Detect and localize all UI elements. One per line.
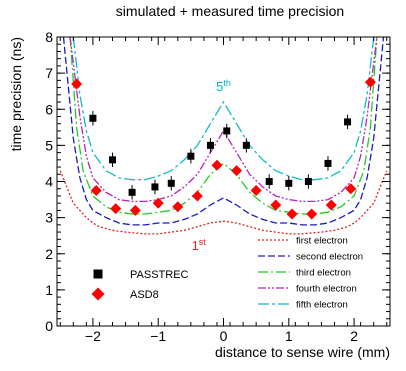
data-point-asd8 [172, 201, 184, 213]
data-point-passtrec [285, 179, 293, 187]
data-point-asd8 [110, 203, 122, 215]
legend-marker [93, 269, 103, 279]
y-tick-label: 3 [45, 210, 53, 226]
y-tick-label: 8 [45, 29, 53, 45]
x-tick-label: −1 [150, 328, 166, 344]
x-axis-label: distance to sense wire (mm) [215, 344, 390, 360]
data-point-passtrec [265, 178, 273, 185]
x-tick-label: 1 [285, 328, 293, 344]
x-tick-label: 0 [220, 328, 228, 344]
data-point-asd8 [211, 159, 223, 171]
data-point-asd8 [325, 199, 337, 211]
y-tick-label: 1 [45, 282, 53, 298]
data-point-asd8 [90, 185, 102, 197]
data-point-asd8 [129, 204, 141, 216]
legend-label: first electron [296, 236, 348, 247]
y-tick-label: 5 [45, 137, 53, 153]
data-point-asd8 [71, 78, 83, 90]
data-point-passtrec [167, 179, 175, 187]
data-point-passtrec [109, 156, 116, 164]
data-point-asd8 [270, 199, 282, 211]
data-point-asd8 [191, 190, 203, 202]
data-point-asd8 [250, 185, 262, 197]
data-point-asd8 [286, 208, 298, 220]
legend-label: fifth electron [296, 300, 348, 311]
y-tick-label: 7 [45, 65, 53, 81]
x-tick-label: 2 [350, 328, 358, 344]
data-point-asd8 [364, 76, 376, 88]
data-point-passtrec [206, 141, 214, 149]
data-point-passtrec [151, 183, 159, 191]
legend-marker [91, 287, 105, 301]
data-point-passtrec [324, 159, 332, 167]
data-point-passtrec [223, 127, 231, 135]
data-point-passtrec [128, 188, 136, 196]
y-tick-label: 6 [45, 101, 53, 117]
data-point-passtrec [344, 118, 352, 126]
y-tick-label: 0 [45, 318, 53, 334]
legend-label: ASD8 [130, 289, 159, 301]
series-fifth-electron-line [72, 37, 375, 181]
x-tick-label: −2 [85, 328, 101, 344]
legend-label: third electron [296, 268, 351, 279]
curve-annotation: 1st [192, 237, 207, 253]
data-point-passtrec [89, 114, 97, 122]
chart-title: simulated + measured time precision [116, 3, 344, 19]
data-point-passtrec [187, 152, 195, 160]
data-point-asd8 [152, 197, 164, 209]
y-axis-label: time precision (ns) [8, 37, 24, 151]
series-fourth-electron-line [69, 37, 378, 203]
data-point-passtrec [304, 178, 312, 185]
curve-annotation: 5th [216, 78, 231, 94]
y-tick-label: 2 [45, 246, 53, 262]
data-point-asd8 [345, 183, 357, 195]
series-third-electron-line [69, 37, 378, 215]
data-point-asd8 [306, 208, 318, 220]
legend-label: fourth electron [296, 284, 357, 295]
data-point-asd8 [231, 165, 243, 177]
series-first-electron-line [59, 170, 388, 235]
data-point-passtrec [242, 141, 250, 149]
y-tick-label: 4 [45, 174, 53, 190]
legend-label: second electron [296, 252, 363, 263]
legend-label: PASSTREC [130, 269, 189, 281]
